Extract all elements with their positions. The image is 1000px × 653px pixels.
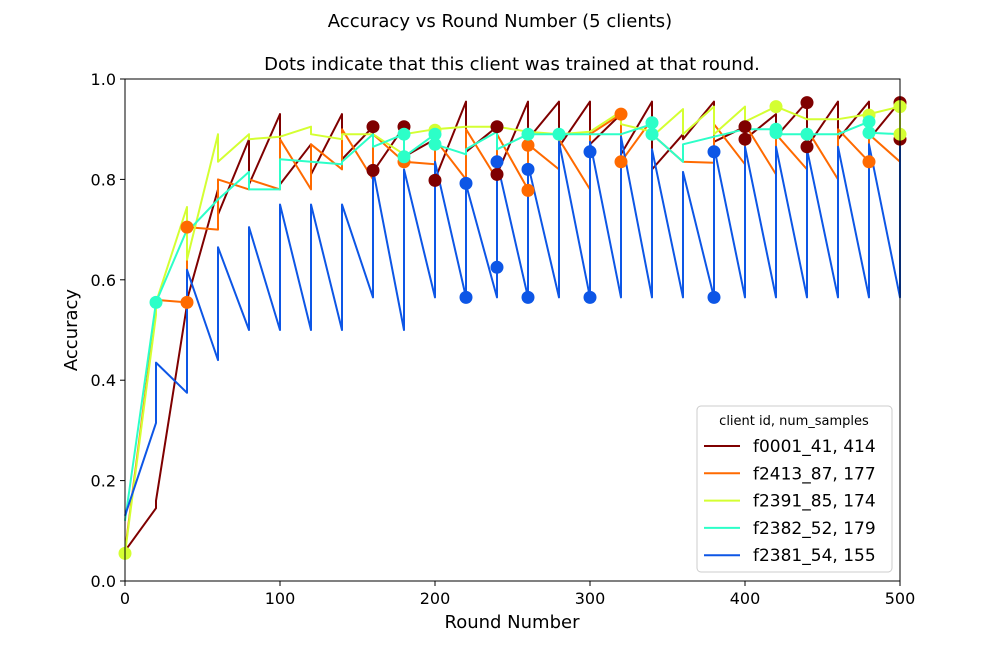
training-dot-s5-6 (521, 290, 535, 304)
training-dot-s4-14 (862, 126, 876, 140)
legend-label-2: f2413_87, 177 (753, 464, 876, 484)
training-dot-s1-1 (366, 120, 380, 134)
legend-label-5: f2381_54, 155 (753, 546, 876, 566)
training-dot-s1-5 (490, 120, 504, 134)
plot-frame (124, 78, 901, 582)
training-dot-s4-7 (552, 127, 566, 141)
training-dot-s1-10 (800, 140, 814, 154)
legend: client id, num_samples f0001_41, 414 f241… (696, 405, 893, 573)
training-dot-s2-6 (614, 107, 628, 121)
y-axis-ticks: 0.0 0.2 0.4 0.6 0.8 1.0 (91, 70, 125, 591)
training-dot-s1-8 (738, 132, 752, 146)
legend-label-3: f2391_85, 174 (753, 492, 876, 512)
legend-title: client id, num_samples (719, 414, 869, 429)
training-dot-s5-1 (459, 290, 473, 304)
training-dot-s5-2 (459, 176, 473, 190)
x-tick-label-3: 300 (575, 589, 606, 608)
x-tick-label-2: 200 (420, 589, 451, 608)
training-dot-s4-8 (645, 116, 659, 130)
chart-title: Accuracy vs Round Number (5 clients) (328, 11, 672, 32)
training-dot-s5-4 (490, 260, 504, 274)
training-dot-s5-7 (583, 145, 597, 159)
training-dot-s3-3 (769, 100, 783, 114)
training-dot-s1-4 (428, 173, 442, 187)
x-tick-label-5: 500 (885, 589, 916, 608)
training-dot-s5-3 (490, 155, 504, 169)
x-tick-label-1: 100 (265, 589, 296, 608)
x-tick-label-0: 0 (120, 589, 130, 608)
y-tick-label-4: 0.8 (91, 170, 116, 189)
legend-box (696, 405, 893, 573)
training-dot-s4-12 (800, 127, 814, 141)
y-tick-label-3: 0.6 (91, 271, 116, 290)
series-line-4 (124, 120, 901, 521)
training-dot-s5-9 (707, 145, 721, 159)
training-dot-s1-2 (366, 163, 380, 177)
y-axis-label: Accuracy (61, 289, 82, 372)
training-dot-s4-2 (397, 127, 411, 141)
x-tick-label-4: 400 (730, 589, 761, 608)
training-dot-s4-11 (769, 126, 783, 140)
y-tick-label-5: 1.0 (91, 70, 116, 89)
training-dot-s5-10 (707, 290, 721, 304)
training-dot-s2-7 (614, 155, 628, 169)
dots-layer (118, 96, 907, 560)
chart-subtitle: Dots indicate that this client was train… (264, 54, 760, 75)
training-dot-s1-7 (738, 120, 752, 134)
training-dot-s1-9 (800, 96, 814, 110)
legend-entries: f0001_41, 414 f2413_87, 177 f2391_85, 174 f… (704, 437, 876, 566)
y-tick-label-2: 0.4 (91, 371, 116, 390)
training-dot-s4-13 (862, 115, 876, 129)
training-dot-s5-8 (583, 290, 597, 304)
training-dot-s4-3 (397, 150, 411, 164)
training-dot-s2-4 (521, 138, 535, 152)
training-dot-s2-1 (180, 220, 194, 234)
training-dot-s4-9 (645, 127, 659, 141)
training-dot-s5-5 (521, 162, 535, 176)
training-dot-s2-2 (180, 295, 194, 309)
legend-label-4: f2382_52, 179 (753, 519, 876, 539)
training-dot-s2-8 (862, 155, 876, 169)
training-dot-s4-1 (149, 295, 163, 309)
x-axis-ticks: 0 100 200 300 400 500 (120, 581, 915, 608)
training-dot-s2-5 (521, 183, 535, 197)
training-dot-s4-5 (428, 137, 442, 151)
training-dot-s1-6 (490, 167, 504, 181)
training-dot-s4-4 (428, 127, 442, 141)
y-tick-label-1: 0.2 (91, 472, 116, 491)
legend-label-1: f0001_41, 414 (753, 437, 876, 457)
y-tick-label-0: 0.0 (91, 572, 116, 591)
x-axis-label: Round Number (445, 612, 581, 633)
training-dot-s4-6 (521, 127, 535, 141)
